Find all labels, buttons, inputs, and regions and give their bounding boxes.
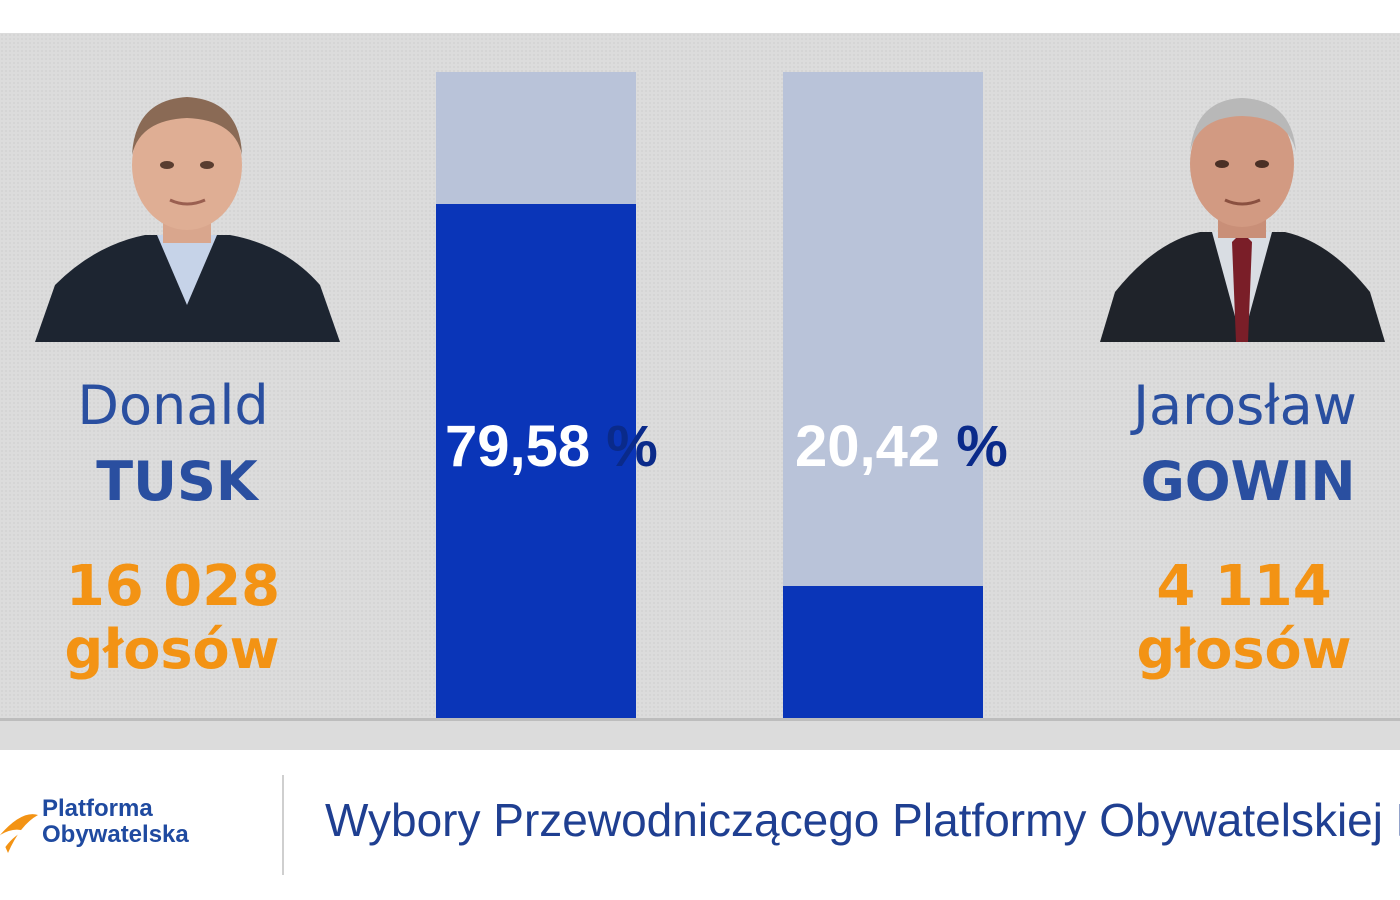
candidate-first-name: Jarosław — [1133, 374, 1357, 437]
candidate-vote-label: głosów — [1136, 618, 1352, 681]
data-label-value: 79,58 — [445, 414, 591, 479]
candidate-first-name: Donald — [77, 374, 269, 437]
data-label-tusk: 79,58 % — [445, 412, 658, 482]
candidate-last-name: GOWIN — [1140, 450, 1356, 513]
footer-title: Wybory Przewodniczącego Platformy Obywat… — [325, 794, 1400, 846]
footer-divider — [282, 775, 284, 875]
logo-text: Platforma Obywatelska — [42, 796, 189, 848]
candidate-vote-count: 16 028 — [65, 554, 281, 619]
candidate-portrait-left — [35, 85, 340, 342]
top-strip — [0, 0, 1400, 33]
bar-track-tusk — [436, 72, 636, 718]
data-label-gowin: 20,42 % — [795, 412, 1008, 482]
candidate-vote-label: głosów — [64, 618, 280, 681]
data-label-unit: % — [606, 414, 658, 479]
chart-baseline — [0, 718, 1400, 721]
below-chart-strip — [0, 721, 1400, 750]
logo-line-2: Obywatelska — [42, 821, 189, 848]
bar-gowin — [783, 586, 983, 718]
party-logo — [0, 775, 260, 875]
candidate-portrait-right — [1100, 92, 1385, 342]
candidate-last-name: TUSK — [96, 450, 258, 513]
swoosh-icon — [0, 814, 38, 853]
data-label-unit: % — [956, 414, 1008, 479]
logo-line-1: Platforma — [42, 795, 153, 822]
bar-track-gowin — [783, 72, 983, 718]
candidate-vote-count: 4 114 — [1156, 554, 1332, 619]
bar-tusk — [436, 203, 636, 718]
footer — [0, 750, 1400, 900]
data-label-value: 20,42 — [795, 414, 941, 479]
